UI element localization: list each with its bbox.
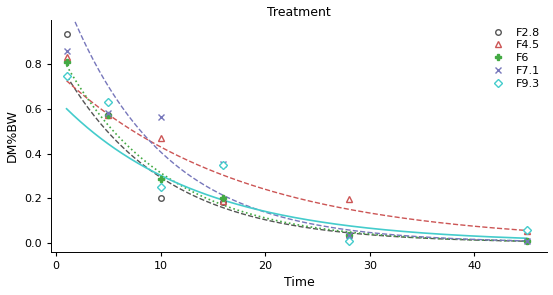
Line: F6: F6	[63, 59, 530, 244]
F6	[105, 113, 112, 116]
F9.3	[158, 185, 164, 189]
F4.5	[220, 199, 227, 202]
F7.1	[63, 49, 70, 53]
Line: F7.1: F7.1	[63, 47, 530, 244]
Line: F2.8: F2.8	[64, 32, 529, 243]
F9.3	[523, 228, 530, 231]
F6	[63, 60, 70, 64]
F4.5	[158, 136, 164, 140]
F9.3	[346, 239, 352, 242]
F7.1	[346, 233, 352, 237]
F9.3	[220, 163, 227, 167]
F9.3	[63, 74, 70, 77]
F9.3	[105, 101, 112, 104]
F2.8	[63, 32, 70, 36]
Line: F4.5: F4.5	[64, 54, 529, 233]
F2.8	[523, 239, 530, 242]
Y-axis label: DM%BW: DM%BW	[6, 109, 19, 162]
F2.8	[220, 200, 227, 204]
F4.5	[105, 113, 112, 116]
F4.5	[63, 55, 70, 58]
F7.1	[220, 162, 227, 165]
Legend: F2.8, F4.5, F6, F7.1, F9.3: F2.8, F4.5, F6, F7.1, F9.3	[483, 25, 542, 91]
F6	[523, 239, 530, 242]
F7.1	[523, 239, 530, 242]
Line: F9.3: F9.3	[64, 73, 529, 243]
F6	[158, 178, 164, 181]
F6	[220, 196, 227, 200]
F7.1	[158, 115, 164, 119]
F6	[346, 233, 352, 237]
F2.8	[105, 113, 112, 116]
F7.1	[105, 112, 112, 115]
X-axis label: Time: Time	[284, 276, 315, 289]
Title: Treatment: Treatment	[267, 6, 331, 19]
F2.8	[158, 196, 164, 200]
F4.5	[346, 198, 352, 201]
F4.5	[523, 229, 530, 232]
F2.8	[346, 235, 352, 238]
